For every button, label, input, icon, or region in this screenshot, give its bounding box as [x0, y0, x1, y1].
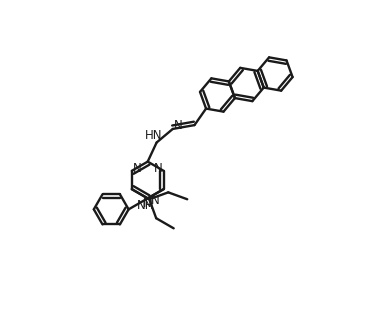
Text: N: N [143, 197, 152, 210]
Text: N: N [174, 119, 182, 132]
Text: HN: HN [145, 129, 162, 142]
Text: N: N [154, 162, 162, 175]
Text: N: N [133, 162, 142, 175]
Text: N: N [151, 194, 159, 207]
Text: NH: NH [137, 199, 155, 212]
